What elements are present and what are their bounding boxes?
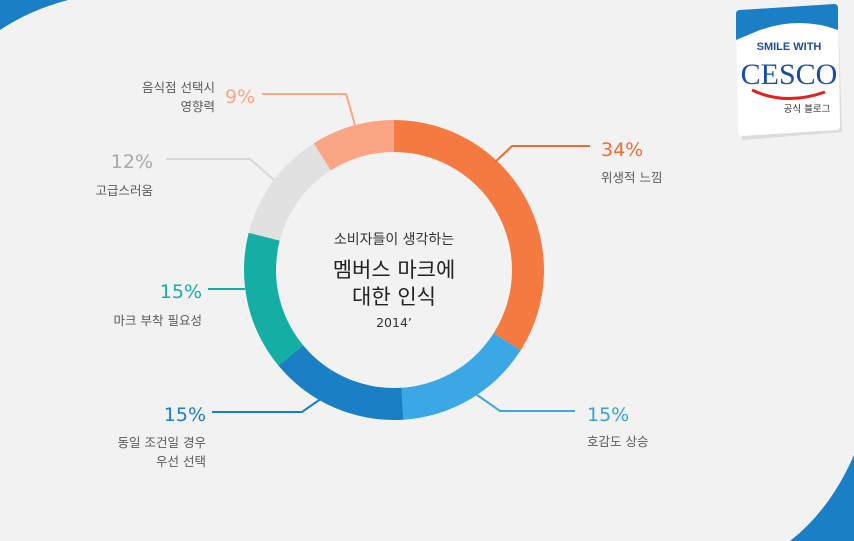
leader-line-4 xyxy=(166,158,275,181)
slice-label-0: 위생적 느낌 xyxy=(601,170,662,185)
slice-label-1: 호감도 상승 xyxy=(587,434,648,449)
logo-tagline: SMILE WITH xyxy=(757,41,822,53)
center-year: 2014’ xyxy=(376,315,412,330)
slice-label-4: 고급스러움 xyxy=(95,183,153,198)
slice-pct-3: 15% xyxy=(160,281,202,303)
center-line-1: 소비자들이 생각하는 xyxy=(334,232,454,248)
slice-label-2b: 우선 선택 xyxy=(156,454,206,469)
slice-pct-2: 15% xyxy=(164,404,206,426)
slice-pct-5: 9% xyxy=(225,86,255,108)
leader-line-1 xyxy=(469,389,575,412)
slice-pct-4: 12% xyxy=(111,151,153,173)
donut-hole xyxy=(276,152,512,388)
slice-pct-1: 15% xyxy=(587,404,629,426)
cesco-logo: SMILE WITH CESCO 공식 블로그 xyxy=(736,4,842,140)
corner-swoosh-bottom-right xyxy=(790,455,854,541)
slice-label-5b: 영향력 xyxy=(180,99,215,114)
logo-brand: CESCO xyxy=(741,58,838,91)
logo-sub: 공식 블로그 xyxy=(784,104,831,115)
slice-label-5a: 음식점 선택시 xyxy=(142,80,215,95)
slice-label-3: 마크 부착 필요성 xyxy=(114,313,202,328)
leader-line-0 xyxy=(493,145,590,164)
leader-line-5 xyxy=(262,93,356,126)
slice-label-2a: 동일 조건일 경우 xyxy=(118,435,206,450)
corner-swoosh-top-left xyxy=(0,0,68,30)
logo-smile xyxy=(751,88,826,101)
center-line-2: 멤버스 마크에 xyxy=(333,258,456,282)
slice-pct-0: 34% xyxy=(601,139,643,161)
leader-line-2 xyxy=(212,397,323,413)
center-line-3: 대한 인식 xyxy=(352,285,436,309)
